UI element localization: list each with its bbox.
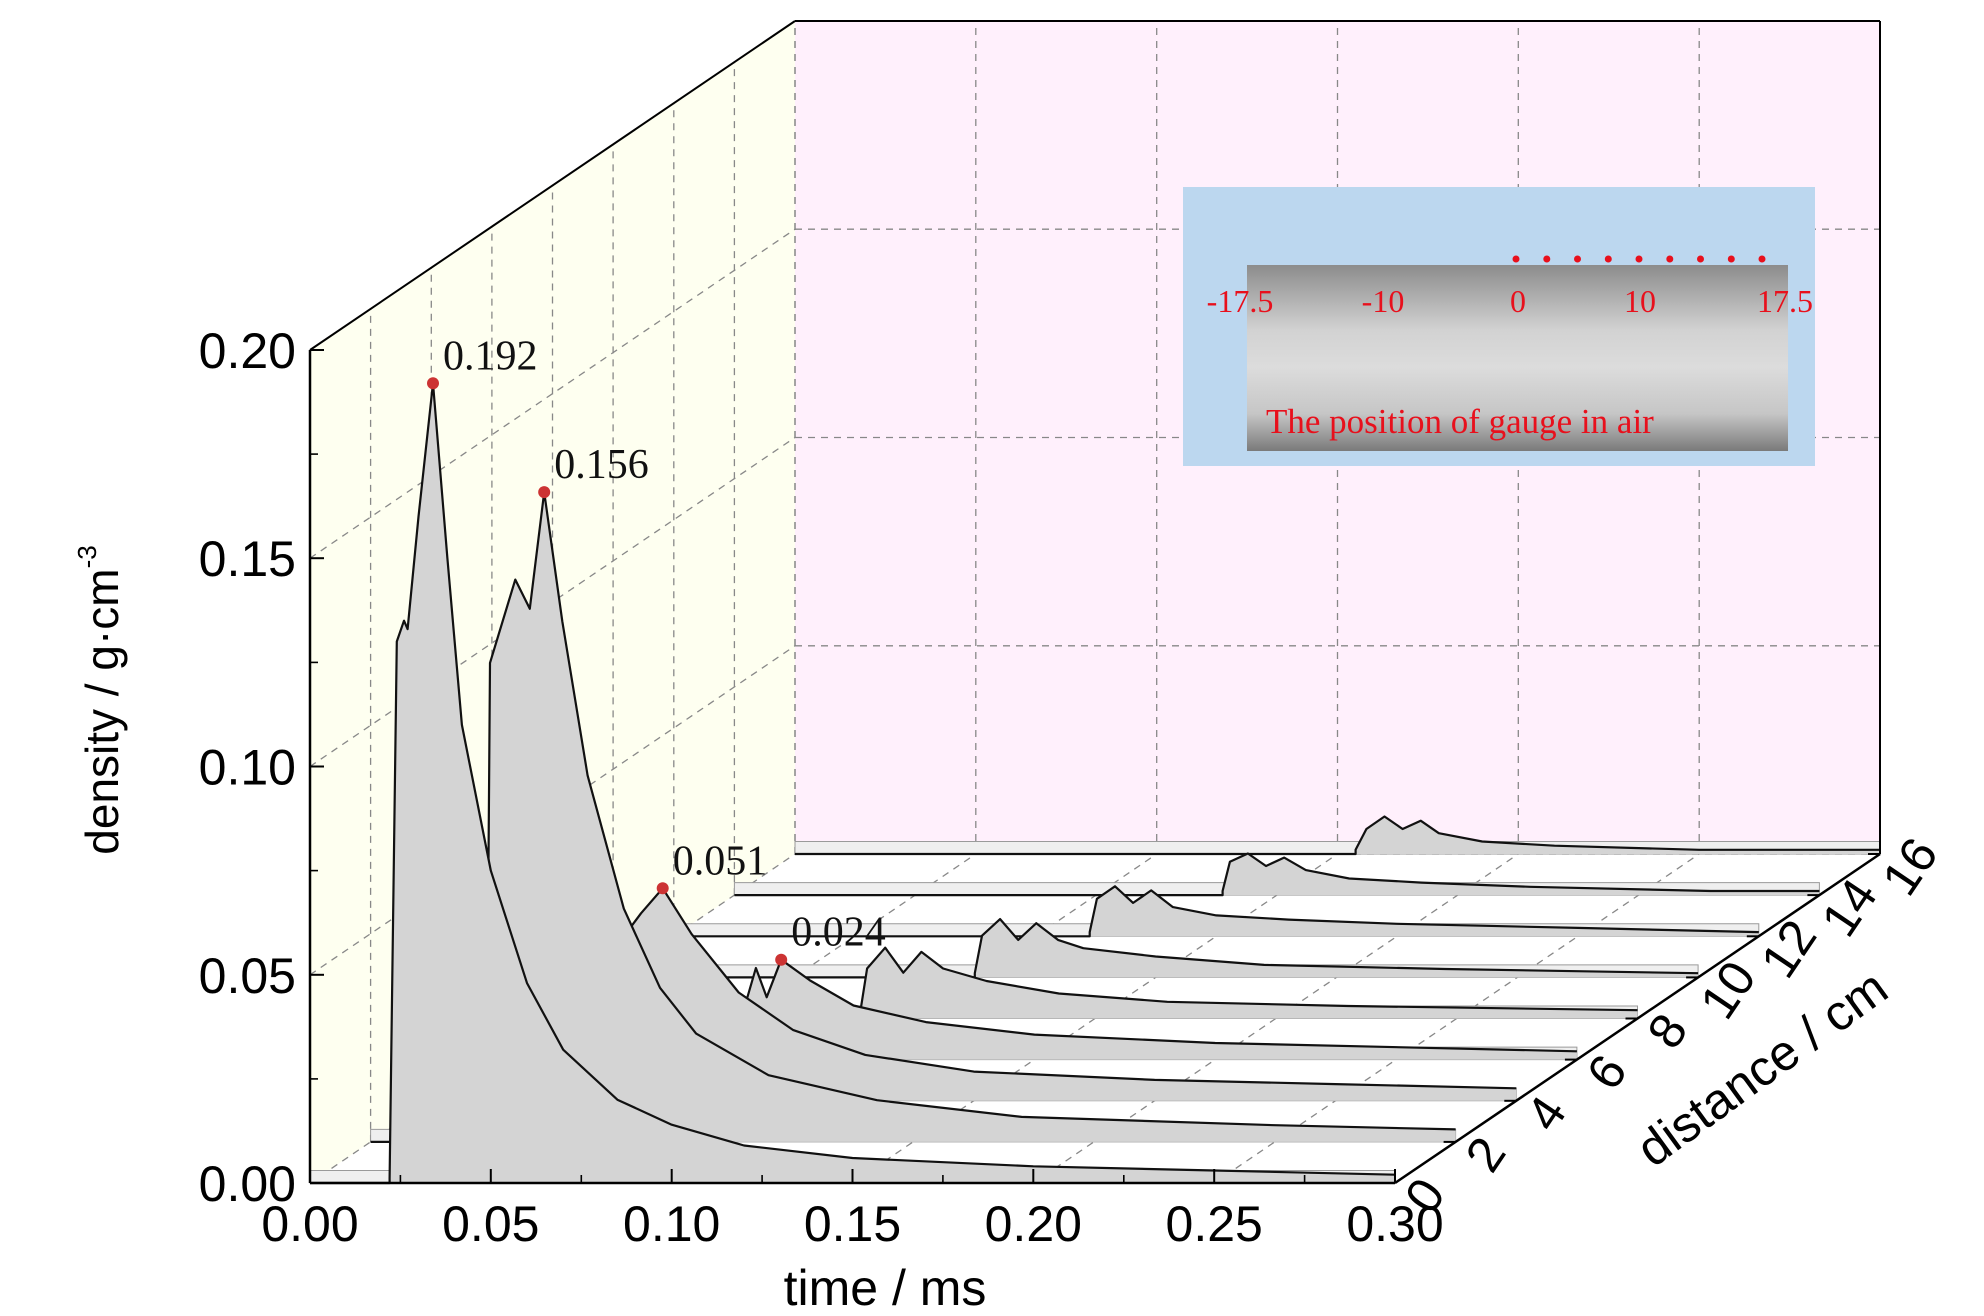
z-tick-label: 2 bbox=[1455, 1127, 1517, 1181]
gauge-marker-dot bbox=[1604, 255, 1612, 263]
series-line bbox=[613, 917, 1699, 979]
series-area bbox=[859, 947, 1638, 1019]
series-line bbox=[310, 382, 1396, 1185]
z-tick-label: 14 bbox=[1811, 869, 1889, 946]
y-tick-label: 0.15 bbox=[199, 531, 296, 587]
x-tick-label: 0.20 bbox=[985, 1196, 1082, 1252]
gauge-marker-dot bbox=[1543, 255, 1551, 263]
y-axis-label: density / g·cm-3 bbox=[72, 545, 128, 854]
peak-value-label: 0.024 bbox=[791, 910, 886, 956]
series-area bbox=[612, 888, 1517, 1101]
series-line bbox=[370, 491, 1456, 1144]
y-axis-label-main: density / g·cm bbox=[76, 568, 128, 854]
waterfall-series-16cm bbox=[794, 815, 1881, 856]
z-tick-label: 10 bbox=[1689, 951, 1767, 1028]
inset-caption: The position of gauge in air bbox=[1266, 402, 1654, 441]
inset-position-tick: 17.5 bbox=[1757, 283, 1813, 319]
x-axis-label: time / ms bbox=[784, 1260, 987, 1311]
x-tick-label: 0.10 bbox=[623, 1196, 720, 1252]
x-tick-label: 0.05 bbox=[442, 1196, 539, 1252]
waterfall-series-12cm bbox=[673, 885, 1760, 938]
z-tick-label: 6 bbox=[1576, 1045, 1638, 1099]
x-tick-label: 0.15 bbox=[804, 1196, 901, 1252]
z-axis-label: distance / cm bbox=[1626, 959, 1897, 1177]
peak-annotations: 0.192 0.156 0.051 0.024 bbox=[427, 333, 886, 966]
peak-marker bbox=[538, 486, 551, 499]
inset-position-tick: -17.5 bbox=[1207, 283, 1274, 319]
gauge-marker-dot bbox=[1512, 255, 1520, 263]
peak-marker bbox=[656, 882, 669, 895]
y-tick-label: 0.10 bbox=[199, 740, 296, 796]
series-area bbox=[1222, 853, 1820, 896]
inset-position-tick: 10 bbox=[1624, 283, 1656, 319]
gauge-marker-dot bbox=[1635, 255, 1643, 263]
series-line bbox=[734, 852, 1820, 897]
gauge-marker-dot bbox=[1666, 255, 1674, 263]
y-tick-label: 0.00 bbox=[199, 1156, 296, 1212]
z-tick-label: 8 bbox=[1636, 1004, 1698, 1058]
series-area bbox=[389, 383, 1396, 1183]
y-tick-label: 0.05 bbox=[199, 948, 296, 1004]
peak-value-label: 0.156 bbox=[554, 442, 649, 488]
inset-position-tick: -10 bbox=[1362, 283, 1405, 319]
y-tick-label: 0.20 bbox=[199, 323, 296, 379]
inset-position-tick: 0 bbox=[1510, 283, 1526, 319]
series-area bbox=[723, 959, 1577, 1060]
x-tick-label: 0.25 bbox=[1166, 1196, 1263, 1252]
series-area bbox=[1089, 886, 1759, 937]
gauge-marker-dot bbox=[1697, 255, 1704, 263]
waterfall-series-14cm bbox=[733, 852, 1820, 897]
gauge-marker-dot bbox=[1758, 255, 1766, 263]
series-line bbox=[673, 885, 1759, 938]
series-line bbox=[795, 815, 1880, 856]
gauge-marker-dot bbox=[1574, 255, 1581, 263]
gauge-marker-dot bbox=[1727, 255, 1735, 263]
side-wall-y-gridline bbox=[309, 228, 796, 559]
series-area bbox=[974, 919, 1699, 978]
side-wall-y-gridline bbox=[309, 645, 796, 976]
x-tick-label: 0.00 bbox=[261, 1196, 358, 1252]
peak-marker bbox=[775, 953, 788, 966]
z-tick-label: 12 bbox=[1750, 910, 1828, 987]
z-tick-label: 16 bbox=[1871, 828, 1949, 905]
gauge-position-inset: -17.5 -10 0 10 17.5 The position of gauge in … bbox=[1183, 187, 1815, 466]
z-tick-label: 4 bbox=[1515, 1086, 1577, 1140]
top-left-edge bbox=[309, 20, 796, 351]
peak-value-label: 0.192 bbox=[443, 333, 538, 379]
side-wall-y-gridline bbox=[309, 436, 796, 768]
waterfall-series bbox=[309, 382, 1881, 1185]
series-area bbox=[1355, 816, 1880, 854]
y-axis-label-exponent: -3 bbox=[72, 545, 102, 568]
x-tick-label: 0.30 bbox=[1346, 1196, 1443, 1252]
gauge-tube bbox=[1247, 265, 1788, 451]
peak-value-label: 0.051 bbox=[673, 838, 768, 884]
peak-marker bbox=[427, 377, 439, 390]
